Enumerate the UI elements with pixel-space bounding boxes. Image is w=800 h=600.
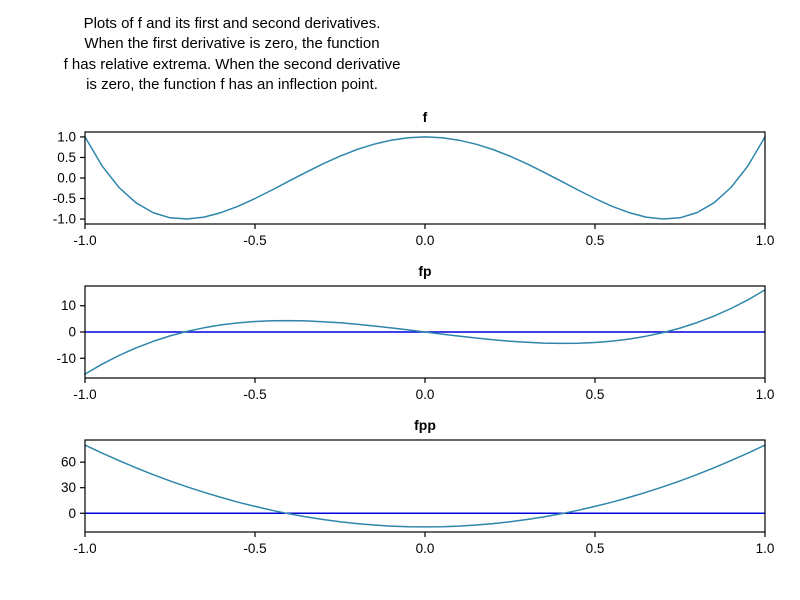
panel-fp: fp -1.0 -0.5 0.0 0.5 1.0 10 0 -10 xyxy=(10,262,800,410)
x-tick-label: -1.0 xyxy=(73,233,96,248)
y-tick-label: -1.0 xyxy=(53,211,76,226)
x-tick-label: -0.5 xyxy=(243,541,266,556)
curve-fp xyxy=(84,288,766,375)
y-tick-label: 0.5 xyxy=(57,150,76,165)
x-tick-label: 0.5 xyxy=(586,233,605,248)
y-tick-label: 0 xyxy=(68,505,76,520)
x-tick-label: 1.0 xyxy=(756,541,775,556)
y-tick-label: 30 xyxy=(61,480,76,495)
y-tick-label: 1.0 xyxy=(57,129,76,144)
x-tick-label: -0.5 xyxy=(243,387,266,402)
plot-title-f: f xyxy=(423,109,428,125)
y-tick-label: 0 xyxy=(68,324,76,339)
x-tick-label: 0.5 xyxy=(586,541,605,556)
plot-fpp: fpp -1.0 -0.5 0.0 0.5 1.0 60 30 0 xyxy=(61,417,775,556)
x-tick-label: -0.5 xyxy=(243,233,266,248)
plot-fp: fp -1.0 -0.5 0.0 0.5 1.0 10 0 -10 xyxy=(56,263,775,402)
x-tick-label: 0.0 xyxy=(416,541,435,556)
panel-fpp: fpp -1.0 -0.5 0.0 0.5 1.0 60 30 0 xyxy=(10,416,800,564)
y-tick-label: -0.5 xyxy=(53,191,76,206)
figure-caption: Plots of f and its first and second deri… xyxy=(22,0,442,96)
x-tick-label: 0.0 xyxy=(416,233,435,248)
x-tick-label: 1.0 xyxy=(756,233,775,248)
x-tick-label: 1.0 xyxy=(756,387,775,402)
x-tick-label: -1.0 xyxy=(73,387,96,402)
y-tick-label: 0.0 xyxy=(57,170,76,185)
panel-frame xyxy=(84,438,766,533)
caption-line-4: is zero, the function f has an inflectio… xyxy=(86,76,378,94)
plot-title-fp: fp xyxy=(418,263,431,279)
y-tick-label: 10 xyxy=(61,298,76,313)
caption-line-1: Plots of f and its first and second deri… xyxy=(83,15,381,32)
plot-title-fpp: fpp xyxy=(414,417,436,433)
caption-line-2: When the first derivative is zero, the f… xyxy=(84,35,380,53)
panels-container: f -1.0 -0.5 0.0 0.5 1.0 1.0 0.5 0.0 -0.5 -1.0 fp … xyxy=(0,108,800,564)
x-tick-label: -1.0 xyxy=(73,541,96,556)
plot-f: f -1.0 -0.5 0.0 0.5 1.0 1.0 0.5 0.0 -0.5 -1.0 xyxy=(53,109,775,248)
y-tick-label: 60 xyxy=(61,454,76,469)
x-tick-label: 0.0 xyxy=(416,387,435,402)
curve-f xyxy=(84,135,766,220)
curve-fpp xyxy=(84,443,766,528)
x-tick-label: 0.5 xyxy=(586,387,605,402)
y-tick-label: -10 xyxy=(56,350,76,365)
panel-f: f -1.0 -0.5 0.0 0.5 1.0 1.0 0.5 0.0 -0.5 -1.0 xyxy=(10,108,800,256)
panel-frame xyxy=(84,130,766,225)
caption-line-3: f has relative extrema. When the second … xyxy=(63,55,401,73)
